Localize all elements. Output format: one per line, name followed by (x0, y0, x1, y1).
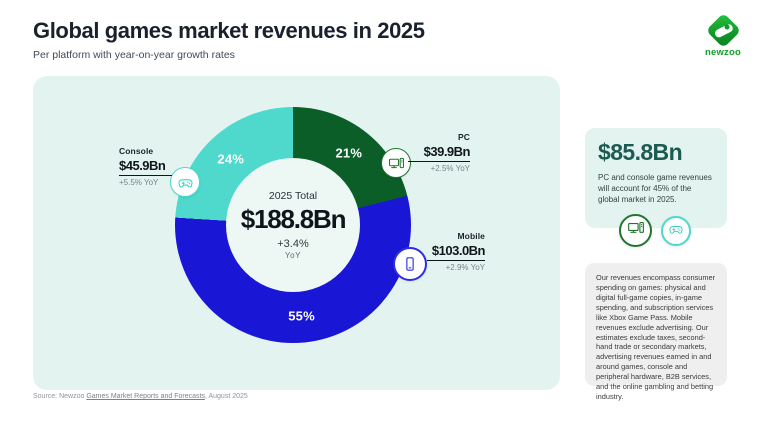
insight-text: PC and console game revenues will accoun… (598, 173, 712, 205)
pc-yoy: +2.5% YoY (430, 163, 470, 173)
source-suffix: , August 2025 (204, 393, 248, 400)
insight-card: $85.8Bn PC and console game revenues wil… (585, 128, 727, 228)
desktop-pc-icon (627, 219, 645, 242)
gamepad-icon (177, 174, 194, 191)
insight-pc-chip (619, 214, 652, 247)
mobile-callout: Mobile $103.0Bn +2.9% YoY (427, 231, 486, 272)
slice-percent-label: 55% (288, 308, 315, 324)
pc-callout: PC $39.9Bn +2.5% YoY (408, 132, 471, 173)
pc-value: $39.9Bn (408, 142, 471, 162)
smartphone-icon (401, 255, 419, 273)
source-link[interactable]: Games Market Reports and Forecasts (86, 393, 205, 400)
source-prefix: Source: Newzoo (33, 393, 87, 400)
methodology-note-card: Our revenues encompass consumer spending… (585, 263, 727, 401)
center-growth-unit: YoY (285, 251, 301, 260)
donut-center: 2025 Total $188.8Bn +3.4% YoY (226, 158, 360, 292)
mobile-node (393, 247, 427, 281)
desktop-pc-icon (388, 155, 405, 172)
mobile-yoy: +2.9% YoY (445, 262, 485, 272)
page-title: Global games market revenues in 2025 (33, 18, 425, 43)
insight-console-chip (661, 216, 691, 246)
donut-ring: 2025 Total $188.8Bn +3.4% YoY 21% 55% 24% (175, 107, 411, 343)
mobile-value: $103.0Bn (427, 241, 486, 261)
console-callout: Console $45.9Bn +5.5% YoY (119, 147, 172, 187)
insight-value: $85.8Bn (598, 139, 683, 165)
console-yoy: +5.5% YoY (119, 177, 159, 187)
logo-pill-shape (712, 22, 734, 39)
newzoo-logo: newzoo (697, 12, 749, 58)
center-growth-value: +3.4% (277, 238, 309, 250)
newzoo-logo-icon (705, 12, 741, 49)
mobile-label: Mobile (457, 231, 485, 241)
console-label: Console (119, 146, 154, 156)
pc-node (381, 148, 411, 178)
console-node (170, 167, 200, 197)
slice-percent-label: 24% (217, 151, 245, 167)
pc-label: PC (457, 132, 470, 142)
newzoo-logo-wordmark: newzoo (704, 47, 742, 58)
center-total-label: 2025 Total (268, 190, 318, 202)
slice-percent-label: 21% (335, 145, 363, 161)
source-line: Source: Newzoo Games Market Reports and … (33, 393, 248, 400)
page-subtitle: Per platform with year-on-year growth ra… (33, 49, 235, 61)
methodology-note-text: Our revenues encompass consumer spending… (596, 273, 716, 402)
console-value: $45.9Bn (119, 156, 172, 176)
center-total-value: $188.8Bn (240, 204, 347, 234)
gamepad-icon (668, 221, 684, 242)
